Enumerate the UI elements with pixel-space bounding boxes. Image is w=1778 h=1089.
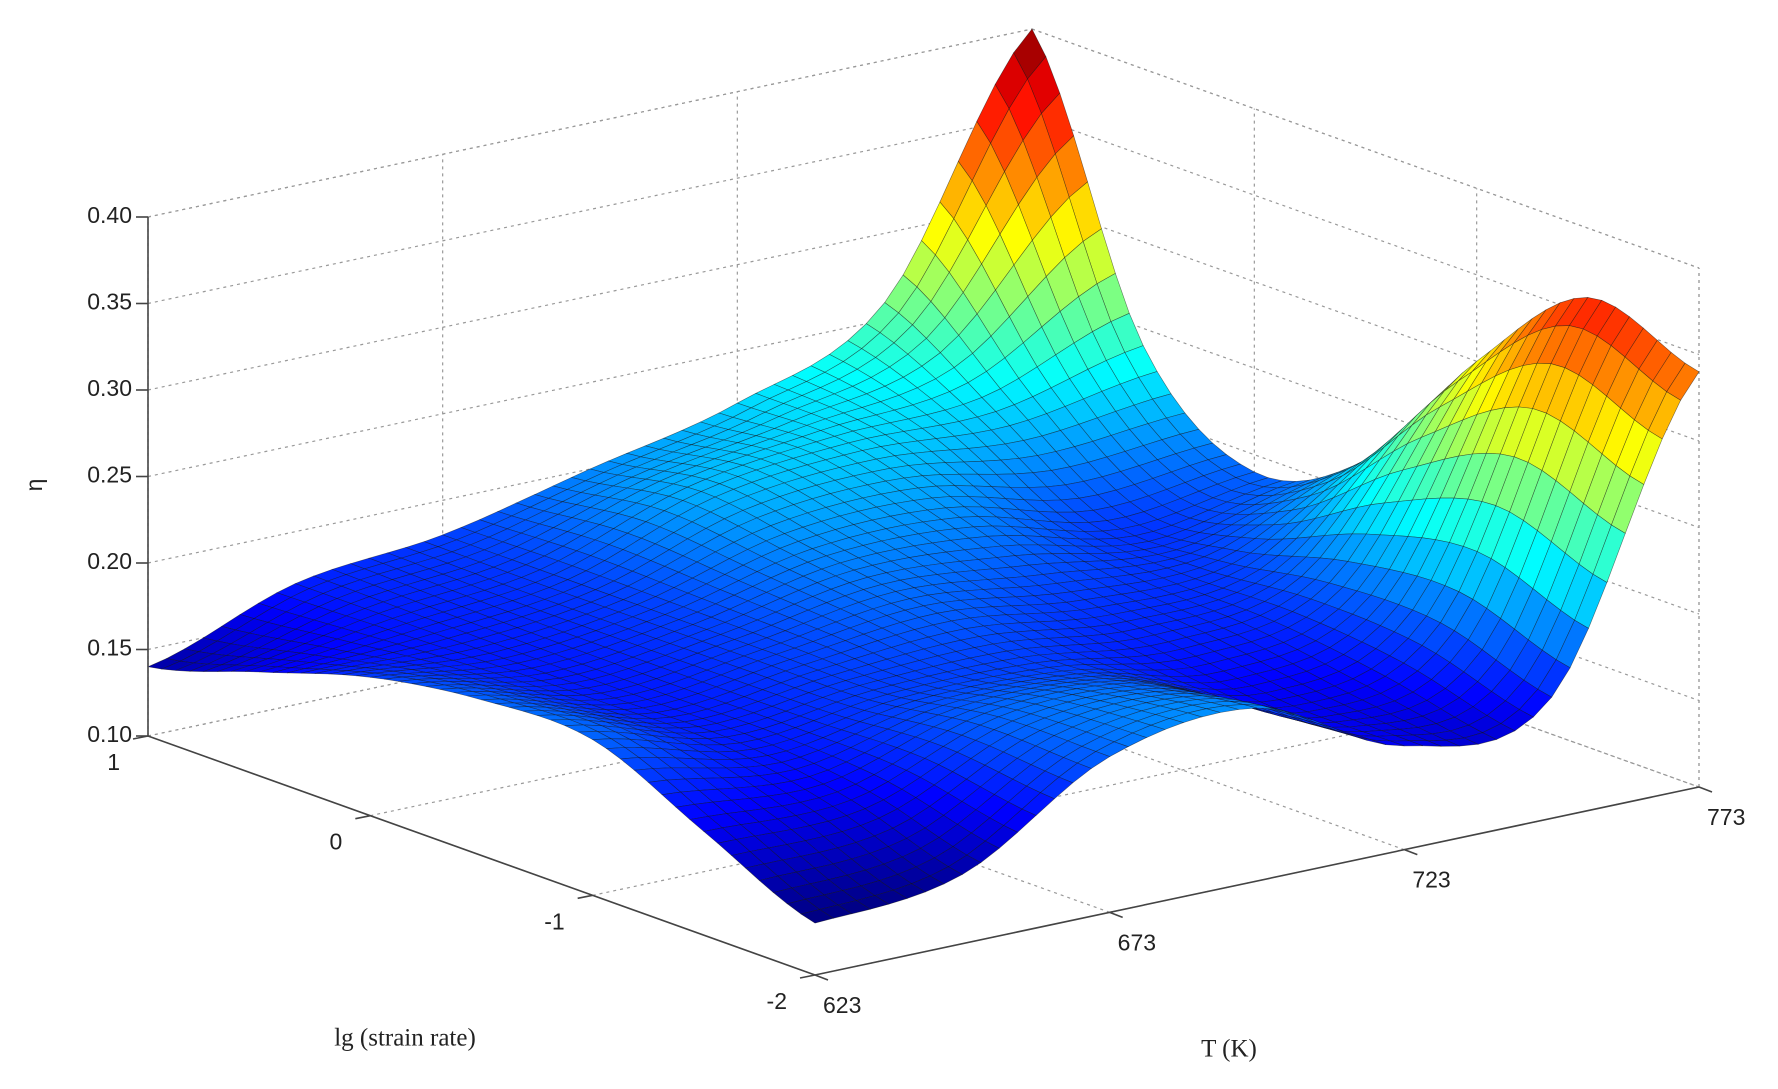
x-tick-label: 673	[1118, 929, 1156, 955]
z-tick-label: 0.30	[87, 375, 132, 401]
x-tick	[1404, 848, 1418, 856]
y-axis	[147, 735, 816, 976]
grid-line	[1031, 547, 1700, 788]
x-tick	[1109, 911, 1123, 919]
z-tick-label: 0.35	[87, 289, 132, 315]
z-tick-label: 0.20	[87, 548, 132, 574]
grid-line	[147, 114, 1033, 305]
x-tick-label: 623	[823, 992, 861, 1018]
z-tick-label: 0.10	[87, 721, 132, 747]
grid-line	[1031, 460, 1700, 702]
surface	[146, 28, 1700, 924]
y-tick-label: 0	[330, 829, 343, 855]
x-axis-label: T (K)	[1201, 1036, 1257, 1063]
surface-patch	[800, 909, 835, 924]
y-tick	[577, 894, 593, 900]
z-tick-label: 0.40	[87, 202, 132, 228]
x-axis	[814, 786, 1700, 976]
axes: 0.10 0.15 0.20 0.25 0.30 0.35 0.40 623 673 723 773…	[87, 202, 1745, 1018]
box-edge	[1031, 28, 1700, 269]
y-tick	[132, 735, 149, 740]
y-tick-label: -1	[544, 908, 564, 934]
z-tick-label: 0.15	[87, 635, 132, 661]
box-edge	[147, 28, 1033, 218]
y-axis-label: lg (strain rate)	[334, 1025, 476, 1052]
x-tick-label: 773	[1707, 804, 1745, 830]
y-tick-label: -2	[767, 988, 787, 1014]
y-tick	[355, 814, 371, 820]
x-tick	[1698, 786, 1713, 793]
z-tick-label: 0.25	[87, 462, 132, 488]
y-tick-label: 1	[107, 749, 120, 775]
x-tick	[814, 974, 829, 981]
y-tick	[799, 974, 816, 979]
z-axis-label: η	[21, 479, 47, 492]
x-tick-label: 723	[1412, 867, 1450, 893]
